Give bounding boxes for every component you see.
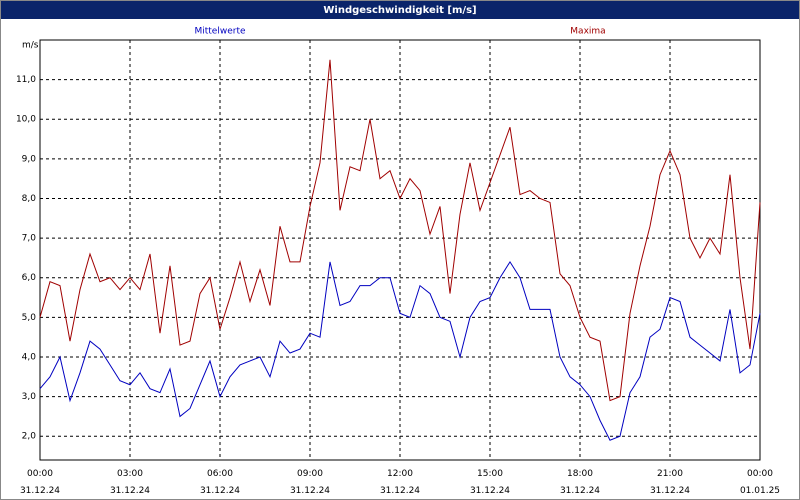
x-tick-label: 09:00 31.12.24 [290, 469, 330, 496]
x-tick-label: 00:00 31.12.24 [20, 469, 60, 496]
x-tick-label: 21:00 31.12.24 [650, 469, 690, 496]
y-tick-label: 4,0 [22, 352, 37, 362]
data-line [39, 59, 761, 402]
legend-label: Maxima [570, 27, 605, 37]
x-tick-label: 12:00 31.12.24 [380, 469, 420, 496]
title-bar [1, 1, 799, 19]
legend-label: Mittelwerte [194, 27, 245, 37]
x-tick-label: 00:00 01.01.25 [740, 469, 780, 496]
y-tick-label: 2,0 [22, 432, 37, 442]
y-tick-label: 5,0 [22, 313, 37, 323]
y-tick-label: 7,0 [22, 234, 37, 244]
y-tick-label: 6,0 [22, 273, 37, 283]
x-tick-label: 03:00 31.12.24 [110, 469, 150, 496]
y-tick-label: 3,0 [22, 392, 37, 402]
x-tick-label: 06:00 31.12.24 [200, 469, 240, 496]
y-tick-label: 8,0 [22, 194, 37, 204]
x-tick-label: 18:00 31.12.24 [560, 469, 600, 496]
chart-title: Windgeschwindigkeit [m/s] [323, 5, 476, 16]
data-line [39, 260, 761, 441]
x-tick-label: 15:00 31.12.24 [470, 469, 510, 496]
y-tick-label: 9,0 [22, 154, 37, 164]
y-tick-label: 11,0 [16, 75, 36, 85]
y-tick-label: 10,0 [16, 115, 36, 125]
y-axis-unit: m/s [22, 41, 39, 51]
